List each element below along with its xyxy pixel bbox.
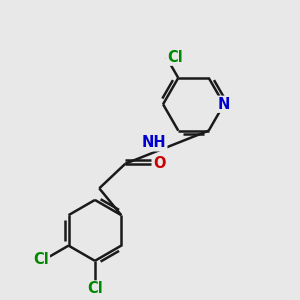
Text: O: O [153, 156, 166, 171]
Text: N: N [218, 97, 230, 112]
Text: NH: NH [142, 135, 166, 150]
Text: Cl: Cl [88, 281, 103, 296]
Text: Cl: Cl [167, 50, 183, 65]
Text: Cl: Cl [33, 252, 49, 267]
